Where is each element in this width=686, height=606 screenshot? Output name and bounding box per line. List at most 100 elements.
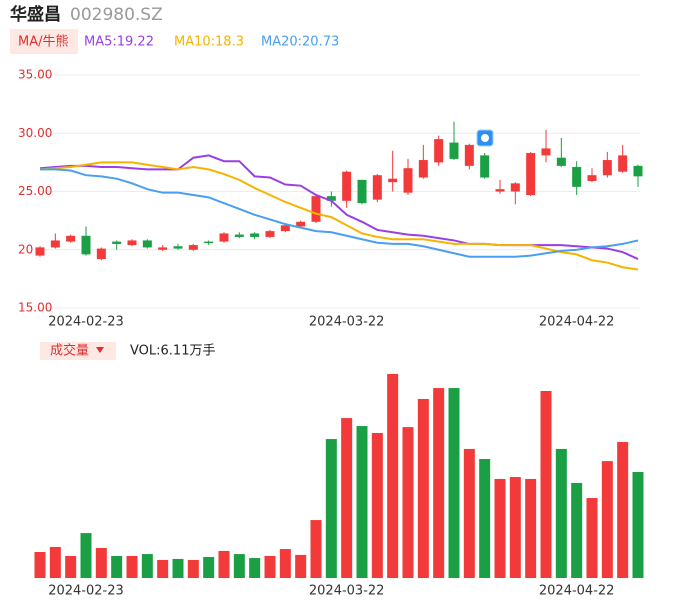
candle-body — [572, 167, 582, 187]
candle-body — [403, 168, 413, 193]
x-tick-label: 2024-03-22 — [309, 315, 385, 330]
volume-bar — [356, 426, 368, 578]
ma-line — [39, 161, 639, 271]
stock-code: 002980.SZ — [70, 5, 163, 25]
candle-body — [495, 189, 505, 192]
candle-body — [449, 142, 459, 159]
legend-ma10: MA10:18.3 — [174, 35, 244, 50]
volume-bar — [479, 459, 491, 578]
candle-body — [35, 247, 45, 256]
volume-bar — [509, 477, 521, 578]
candle-body — [204, 241, 214, 244]
volume-bar — [525, 478, 537, 578]
volume-bar — [111, 555, 123, 578]
candle-body — [81, 235, 91, 255]
candle-body — [326, 196, 336, 201]
legend-ma5: MA5:19.22 — [84, 35, 154, 50]
y-tick-label: 20 — [18, 242, 33, 256]
volume-bar — [586, 498, 598, 578]
candle-body — [158, 247, 168, 250]
volume-bar — [34, 551, 46, 578]
candle-body — [510, 183, 520, 192]
indicator-label[interactable]: MA/牛熊 — [18, 34, 69, 50]
volume-bar — [187, 559, 199, 578]
volume-bar — [279, 549, 291, 578]
ma-line — [39, 154, 639, 260]
volume-bar — [249, 558, 261, 578]
volume-bar — [555, 448, 567, 578]
volume-bar — [157, 559, 169, 578]
candle-body — [342, 171, 352, 201]
volume-bar — [463, 448, 475, 578]
volume-bar — [218, 550, 230, 578]
candle-body — [265, 231, 275, 237]
volume-bar — [617, 442, 629, 578]
volume-bar — [494, 478, 506, 578]
volume-bar — [387, 374, 399, 578]
candle-body — [418, 160, 428, 178]
candle-body — [602, 160, 612, 176]
candle-body — [587, 175, 597, 182]
x-tick-label: 2024-04-22 — [539, 315, 615, 330]
volume-bar — [264, 555, 276, 578]
dropdown-arrow[interactable] — [96, 347, 104, 353]
y-tick-label: 15.00 — [18, 301, 52, 315]
marks: 15.00 20 25.00 30.00 35.00 2024-02-23 2024-02-… — [18, 68, 644, 599]
candle-body — [372, 175, 382, 200]
candle-body — [311, 196, 321, 222]
volume-bar — [433, 388, 445, 578]
x-tick-label: 2024-03-22 — [309, 584, 385, 599]
volume-bar — [49, 546, 61, 578]
volume-bar — [371, 432, 383, 578]
candle-body — [480, 155, 490, 178]
candle-body — [234, 234, 244, 237]
volume-bar — [203, 557, 215, 578]
candle-body — [526, 153, 536, 195]
candle-body — [541, 148, 551, 156]
volume-bar — [141, 554, 153, 578]
candle-body — [280, 225, 290, 232]
volume-bar — [295, 554, 307, 578]
ma-line — [40, 168, 639, 258]
volume-value: VOL:6.11万手 — [130, 344, 215, 359]
volume-bar — [632, 472, 644, 578]
volume-bar — [233, 554, 245, 578]
indicator-box[interactable] — [10, 29, 78, 54]
volume-bar — [601, 461, 613, 578]
volume-bar — [80, 533, 92, 578]
volume-bar — [341, 418, 353, 578]
candle-body — [633, 165, 643, 177]
candle-body — [618, 155, 628, 172]
candle-body — [96, 248, 106, 260]
y-tick-label: 25.00 — [18, 184, 52, 198]
candle-body — [50, 240, 60, 248]
volume-label[interactable]: 成交量 — [50, 343, 89, 359]
volume-bar — [571, 482, 583, 578]
candle-body — [142, 240, 152, 248]
candle-body — [464, 144, 474, 166]
candle-body — [296, 221, 306, 227]
x-tick-label: 2024-02-23 — [48, 584, 124, 599]
volume-bar — [540, 391, 552, 578]
volume-bar — [95, 547, 107, 578]
candle-body — [127, 240, 137, 246]
candle-body — [173, 246, 183, 249]
badge-dot — [481, 134, 489, 142]
candle-body — [357, 179, 367, 204]
x-tick-label: 2024-02-23 — [48, 315, 124, 330]
volume-bar — [172, 558, 184, 578]
volume-bar — [325, 439, 337, 578]
candle-body — [250, 233, 260, 237]
candle-body — [66, 235, 76, 242]
volume-box[interactable] — [40, 342, 116, 360]
volume-bar — [402, 427, 414, 578]
candle-body — [556, 157, 566, 166]
volume-bar — [65, 555, 77, 578]
candle-body — [388, 178, 398, 183]
candle-body — [434, 139, 444, 163]
volume-bar — [448, 388, 460, 578]
legend-ma20: MA20:20.73 — [261, 35, 339, 50]
y-tick-label: 30.00 — [18, 126, 52, 140]
